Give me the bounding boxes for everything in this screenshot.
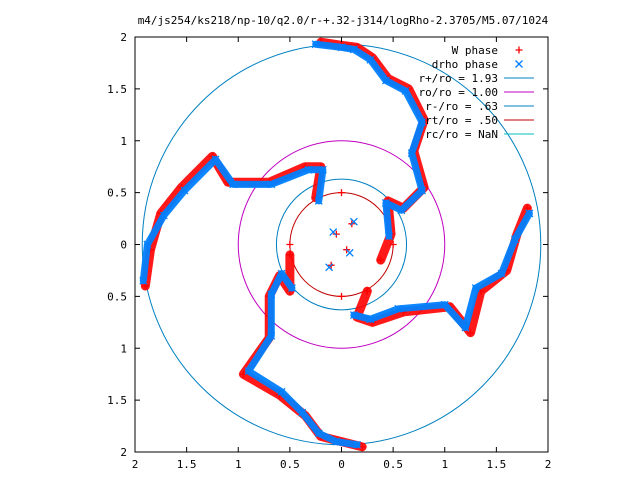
point-0-12 — [377, 256, 385, 264]
point-1-10 — [381, 199, 390, 207]
point-1-30 — [287, 284, 296, 293]
point-0-50 — [286, 241, 294, 248]
x-tick-label: 2 — [545, 458, 552, 471]
point-1-20 — [349, 311, 358, 320]
point-0-22 — [363, 287, 371, 295]
point-1-4 — [381, 76, 390, 85]
legend-label: rt/ro = .50 — [425, 114, 498, 127]
point-1-6 — [418, 118, 426, 127]
legend-label: W phase — [452, 44, 498, 57]
arm-1-0 — [312, 40, 426, 240]
x-axis-ticks: 2 1.5 1 0.5 0 0.5 1 1.5 2 — [132, 37, 552, 471]
point-1-33 — [159, 211, 168, 220]
point-1-16 — [461, 323, 470, 332]
x-tick-label: 0.5 — [280, 458, 300, 471]
point-1-24 — [298, 408, 307, 417]
point-1-41 — [329, 228, 338, 237]
y-tick-label: 1 — [120, 342, 127, 355]
y-tick-label: 1.5 — [107, 83, 127, 96]
circle-ro-ro — [237, 140, 446, 349]
point-1-32 — [143, 240, 152, 249]
point-1-8 — [418, 186, 426, 195]
point-1-7 — [407, 149, 416, 158]
y-tick-label: 2 — [120, 31, 127, 44]
point-1-39 — [318, 165, 327, 174]
phase-series — [139, 37, 534, 452]
y-tick-label: 1 — [120, 135, 127, 148]
point-1-31 — [139, 276, 148, 285]
legend-label: r-/ro = .63 — [425, 100, 498, 113]
y-tick-label: 1.5 — [107, 394, 127, 407]
legend-marker — [515, 60, 523, 68]
point-1-21 — [353, 440, 361, 449]
y-tick-label: 2 — [120, 446, 127, 459]
x-tick-label: 1.5 — [486, 458, 506, 471]
point-1-29 — [277, 269, 286, 278]
point-1-36 — [229, 180, 238, 189]
point-0-48 — [338, 189, 345, 197]
arm-0-0 — [316, 37, 429, 265]
point-1-11 — [385, 232, 393, 241]
point-1-26 — [244, 367, 253, 376]
point-0-49 — [338, 292, 345, 300]
point-1-1 — [337, 43, 346, 52]
point-1-19 — [366, 315, 375, 324]
point-1-23 — [314, 429, 323, 438]
point-1-28 — [267, 290, 276, 299]
point-0-51 — [389, 241, 397, 248]
point-1-3 — [366, 55, 375, 64]
circle-rt-ro — [289, 192, 394, 297]
x-tick-label: 2 — [132, 458, 139, 471]
point-1-37 — [267, 180, 276, 189]
legend-label: r+/ro = 1.93 — [419, 72, 498, 85]
point-1-0 — [311, 40, 320, 49]
point-1-35 — [211, 155, 220, 164]
point-1-12 — [525, 209, 534, 218]
x-tick-label: 0 — [338, 458, 345, 471]
y-tick-label: 0 — [120, 239, 127, 252]
point-1-34 — [180, 186, 189, 195]
point-1-15 — [471, 284, 480, 293]
arm-1-3 — [139, 155, 327, 285]
point-1-2 — [349, 45, 358, 54]
circle-r--ro — [275, 178, 408, 311]
point-1-22 — [332, 437, 341, 446]
chart-title: m4/js254/ks218/np-10/q2.0/r-+.32-j314/lo… — [138, 14, 549, 27]
legend-label: drho phase — [432, 58, 498, 71]
series-1 — [139, 40, 534, 449]
x-tick-label: 1 — [441, 458, 448, 471]
y-tick-label: 0.5 — [107, 290, 127, 303]
x-tick-label: 1.5 — [177, 458, 197, 471]
point-1-40 — [314, 196, 323, 205]
point-1-18 — [394, 304, 403, 313]
point-1-13 — [511, 235, 519, 244]
point-1-14 — [497, 269, 506, 278]
point-1-17 — [440, 300, 449, 309]
point-1-44 — [325, 263, 334, 272]
y-tick-label: 0.5 — [107, 187, 127, 200]
point-1-38 — [304, 165, 313, 174]
x-tick-label: 0.5 — [383, 458, 403, 471]
point-1-5 — [401, 86, 410, 95]
legend-label: ro/ro = 1.00 — [419, 86, 498, 99]
point-1-27 — [267, 331, 276, 340]
point-0-33 — [286, 251, 294, 259]
point-1-42 — [345, 248, 354, 257]
legend-marker — [515, 46, 523, 54]
point-0-17 — [467, 329, 475, 337]
y-axis-ticks: 2 1.5 1 0.5 0 0.5 1 1.5 2 — [107, 31, 548, 459]
point-1-43 — [349, 217, 358, 226]
point-1-25 — [277, 387, 286, 396]
legend-label: rc/ro = NaN — [425, 128, 498, 141]
arm-1-2 — [245, 270, 361, 449]
point-1-9 — [397, 206, 406, 215]
x-tick-label: 1 — [235, 458, 242, 471]
point-0-44 — [332, 230, 340, 238]
